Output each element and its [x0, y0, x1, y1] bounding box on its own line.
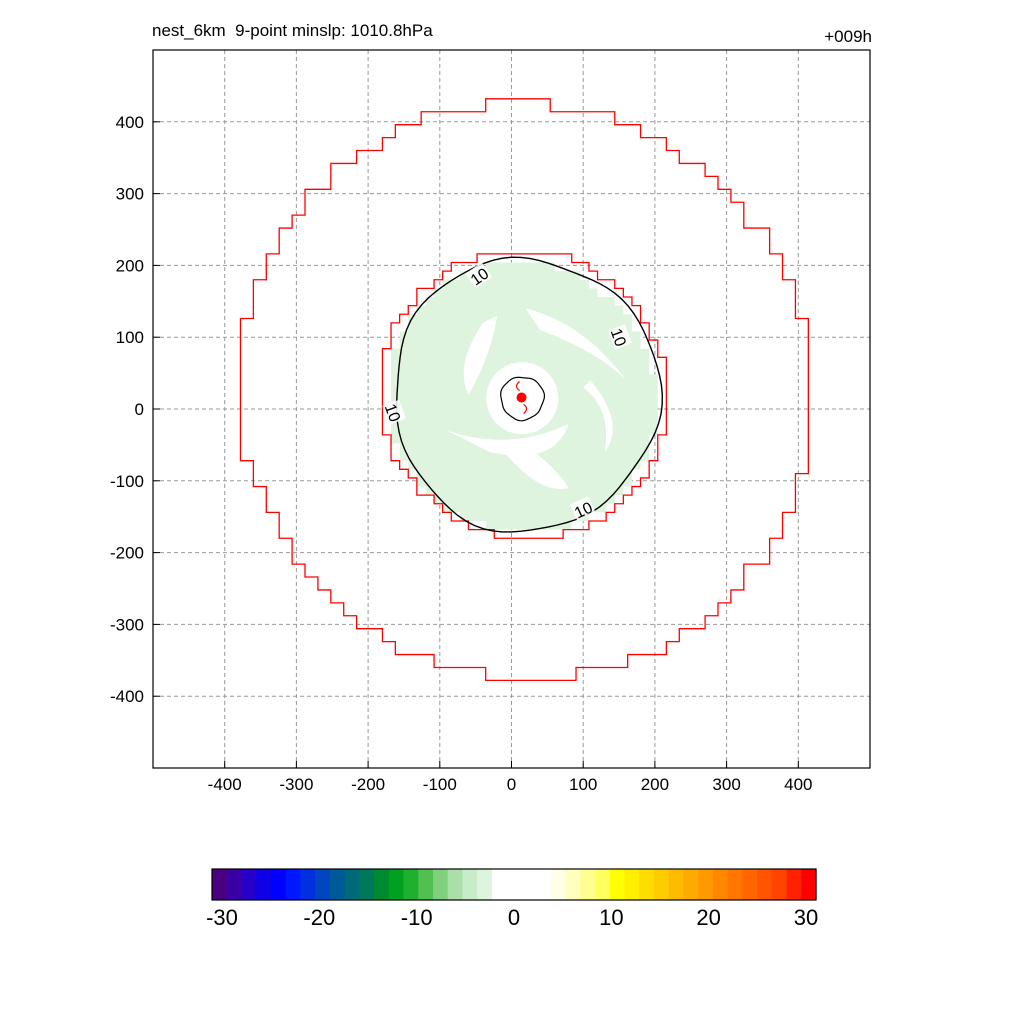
colorbar-swatch: [712, 869, 729, 900]
x-tick-label: 200: [641, 775, 669, 794]
y-tick-label: -400: [110, 687, 144, 706]
colorbar-swatch: [580, 869, 596, 900]
y-tick-label: -300: [110, 615, 144, 634]
hurricane-symbol-arm: [523, 404, 528, 414]
colorbar-frame: [211, 868, 817, 901]
x-tick-label: 0: [507, 775, 516, 794]
colorbar-swatch: [285, 869, 301, 900]
outer-domain-line: [239, 98, 809, 682]
colorbar-swatch: [418, 869, 434, 900]
colorbar-swatch: [668, 869, 685, 900]
colorbar-swatch: [786, 869, 802, 900]
colorbar-tick-label: 0: [508, 905, 520, 930]
contour-label: 10: [572, 499, 595, 522]
colorbar-swatch: [653, 869, 670, 900]
colorbar-swatch: [757, 869, 773, 900]
colorbar-tick-label: 10: [599, 905, 623, 930]
colorbar-swatch: [226, 869, 243, 900]
colorbar-tick-label: 20: [696, 905, 720, 930]
colorbar-swatch: [403, 869, 419, 900]
eye-contour-line: [500, 376, 545, 422]
y-tick-label: 100: [116, 328, 144, 347]
colorbar-swatch: [536, 869, 552, 900]
colorbar-tick-label: -20: [303, 905, 335, 930]
x-axis-ticks: -400 -300 -200 -100 0 100 200 300 400: [208, 761, 812, 794]
colorbar-swatch: [491, 869, 508, 900]
colorbar-swatch: [300, 869, 316, 900]
x-tick-label: 400: [784, 775, 812, 794]
colorbar-swatch: [359, 869, 375, 900]
colorbar-swatch: [315, 869, 331, 900]
outer-domain-boundary: [239, 98, 809, 682]
y-tick-label: -100: [110, 472, 144, 491]
hurricane-symbol-arm: [515, 381, 520, 392]
colorbar-swatch: [270, 869, 287, 900]
storm-center-dot: [516, 392, 527, 403]
colorbar-swatch: [609, 869, 626, 900]
x-tick-label: -200: [351, 775, 385, 794]
contour-label-bg: [608, 324, 632, 350]
y-tick-label: 400: [116, 113, 144, 132]
colorbar-swatch: [742, 869, 758, 900]
y-tick-label: 200: [116, 256, 144, 275]
unshaded-gap: [525, 308, 627, 381]
x-tick-label: 100: [569, 775, 597, 794]
unshaded-gap: [463, 315, 498, 395]
colorbar-swatch: [374, 869, 390, 900]
y-axis-ticks: 400 300 200 100 0 -100 -200 -300 -400: [110, 113, 160, 706]
colorbar-swatch: [683, 869, 699, 900]
chart-title: nest_6km 9-point minslp: 1010.8hPa: [152, 21, 433, 40]
colorbar-swatch: [477, 869, 493, 900]
contour-label-bg: [465, 262, 493, 289]
colorbar-swatch: [241, 869, 257, 900]
forecast-hour-label: +009h: [824, 27, 872, 46]
inner-domain-line: [381, 253, 668, 539]
colorbar-swatch: [432, 869, 449, 900]
unshaded-gap: [446, 423, 569, 456]
colorbar-swatch: [727, 869, 743, 900]
colorbar-tick-label: -10: [401, 905, 433, 930]
colorbar-swatch: [565, 869, 581, 900]
colorbar-swatch: [698, 869, 714, 900]
colorbar-tick-label: -30: [206, 905, 238, 930]
colorbar-swatch: [771, 869, 788, 900]
colorbar: -30 -20 -10 0 10 20 30: [206, 868, 818, 930]
colorbar-swatch: [595, 869, 611, 900]
unshaded-gap: [583, 380, 613, 453]
y-tick-label: 0: [135, 400, 144, 419]
x-tick-label: -100: [423, 775, 457, 794]
colorbar-swatch: [462, 869, 478, 900]
colorbar-swatch: [550, 869, 567, 900]
y-tick-label: -200: [110, 544, 144, 563]
colorbar-swatch: [639, 869, 655, 900]
colorbar-swatch: [388, 869, 405, 900]
contour-label-bg: [382, 399, 407, 425]
colorbar-swatch: [256, 869, 272, 900]
colorbar-swatch: [521, 869, 537, 900]
colorbar-swatch: [506, 869, 522, 900]
colorbar-swatch: [329, 869, 346, 900]
x-tick-label: 300: [712, 775, 740, 794]
storm-center-marker: [515, 381, 528, 414]
contour-label: 10: [607, 326, 629, 349]
colorbar-swatch: [344, 869, 360, 900]
contour-label: 10: [381, 402, 403, 425]
x-tick-label: -400: [208, 775, 242, 794]
y-tick-label: 300: [116, 185, 144, 204]
unshaded-gap: [504, 444, 569, 490]
contour-label-bg: [569, 496, 596, 521]
colorbar-swatch: [624, 869, 640, 900]
x-tick-label: -300: [279, 775, 313, 794]
colorbar-swatch: [212, 869, 228, 900]
colorbar-tick-label: 30: [794, 905, 818, 930]
colorbar-swatch: [447, 869, 464, 900]
colorbar-swatch: [801, 869, 817, 900]
